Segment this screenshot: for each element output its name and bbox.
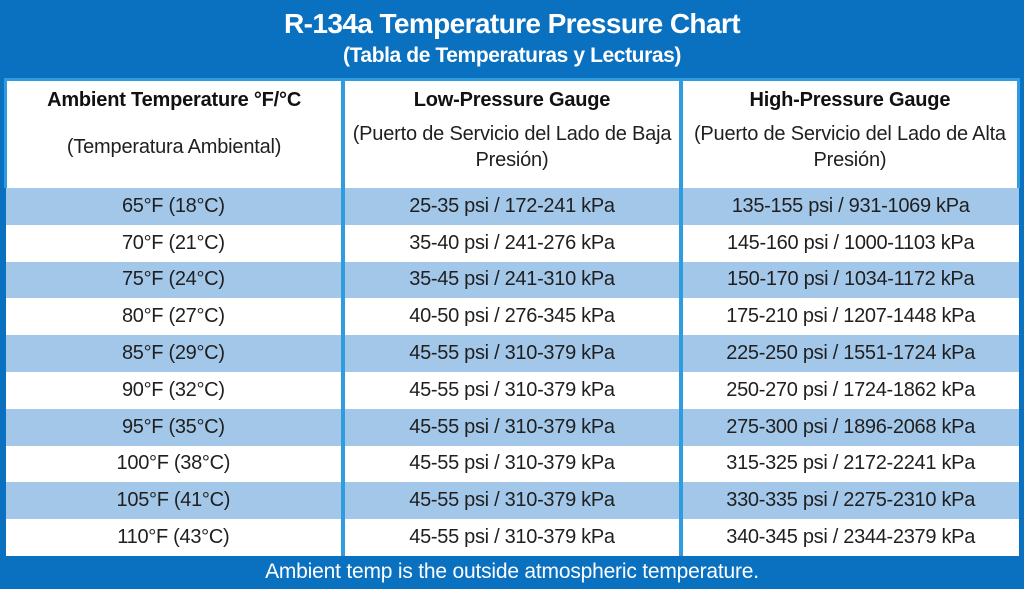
low-pressure-cell: 45-55 psi / 310-379 kPa xyxy=(341,335,681,372)
high-pressure-cell: 275-300 psi / 1896-2068 kPa xyxy=(678,408,1019,446)
high-pressure-cell: 340-345 psi / 2344-2379 kPa xyxy=(678,519,1019,556)
high-pressure-cell: 135-155 psi / 931-1069 kPa xyxy=(678,188,1019,225)
title-block: R-134a Temperature Pressure Chart (Tabla… xyxy=(0,0,1024,78)
footer-note: Ambient temp is the outside atmospheric … xyxy=(265,560,759,584)
header-cell-inner: High-Pressure Gauge (Puerto de Servicio … xyxy=(683,81,1017,188)
ambient-temp-cell: 80°F (27°C) xyxy=(5,298,344,336)
ambient-temp-cell: 75°F (24°C) xyxy=(5,261,344,299)
high-pressure-cell: 330-335 psi / 2275-2310 kPa xyxy=(678,482,1019,520)
column-header-ambient-temperature: Ambient Temperature °F/°C (Temperatura A… xyxy=(4,78,345,188)
pressure-table: Ambient Temperature °F/°C (Temperatura A… xyxy=(4,78,1020,556)
ambient-temp-cell: 65°F (18°C) xyxy=(5,188,344,225)
ambient-temp-cell: 70°F (21°C) xyxy=(5,224,344,262)
ambient-temp-cell: 95°F (35°C) xyxy=(5,408,344,446)
ambient-temp-cell: 105°F (41°C) xyxy=(5,482,344,520)
column-subtitle-es: (Puerto de Servicio del Lado de Baja Pre… xyxy=(352,123,672,171)
table-row: 85°F (29°C) 45-55 psi / 310-379 kPa 225-25… xyxy=(5,335,1019,372)
header-cell-inner: Low-Pressure Gauge (Puerto de Servicio d… xyxy=(345,81,679,188)
high-pressure-cell: 150-170 psi / 1034-1172 kPa xyxy=(678,261,1019,299)
column-title: Ambient Temperature °F/°C xyxy=(47,89,302,111)
low-pressure-cell: 45-55 psi / 310-379 kPa xyxy=(341,482,681,520)
table-row: 70°F (21°C) 35-40 psi / 241-276 kPa 145-16… xyxy=(5,224,1019,262)
high-pressure-cell: 225-250 psi / 1551-1724 kPa xyxy=(678,335,1019,372)
low-pressure-cell: 45-55 psi / 310-379 kPa xyxy=(341,371,681,409)
table-row: 105°F (41°C) 45-55 psi / 310-379 kPa 330-3… xyxy=(5,482,1019,520)
low-pressure-cell: 25-35 psi / 172-241 kPa xyxy=(341,188,681,225)
column-title: High-Pressure Gauge xyxy=(749,89,951,111)
table-row: 100°F (38°C) 45-55 psi / 310-379 kPa 315-3… xyxy=(5,445,1019,483)
high-pressure-cell: 250-270 psi / 1724-1862 kPa xyxy=(678,371,1019,409)
low-pressure-cell: 35-40 psi / 241-276 kPa xyxy=(341,224,681,262)
ambient-temp-cell: 85°F (29°C) xyxy=(5,335,344,372)
ambient-temp-cell: 110°F (43°C) xyxy=(5,519,344,556)
page-subtitle: (Tabla de Temperaturas y Lecturas) xyxy=(342,43,682,67)
table-row: 110°F (43°C) 45-55 psi / 310-379 kPa 340-3… xyxy=(5,519,1019,556)
header-row: Ambient Temperature °F/°C (Temperatura A… xyxy=(4,78,1020,188)
pressure-table-wrap: Ambient Temperature °F/°C (Temperatura A… xyxy=(0,78,1024,556)
high-pressure-cell: 175-210 psi / 1207-1448 kPa xyxy=(678,298,1019,336)
column-header-high-pressure-gauge: High-Pressure Gauge (Puerto de Servicio … xyxy=(678,78,1020,188)
low-pressure-cell: 45-55 psi / 310-379 kPa xyxy=(341,445,681,483)
column-subtitle-es: (Temperatura Ambiental) xyxy=(66,136,282,158)
table-row: 90°F (32°C) 45-55 psi / 310-379 kPa 250-27… xyxy=(5,371,1019,409)
table-row: 80°F (27°C) 40-50 psi / 276-345 kPa 175-21… xyxy=(5,298,1019,336)
header-cell-inner: Ambient Temperature °F/°C (Temperatura A… xyxy=(7,81,341,188)
low-pressure-cell: 35-45 psi / 241-310 kPa xyxy=(341,261,681,299)
column-subtitle-es: (Puerto de Servicio del Lado de Alta Pre… xyxy=(693,123,1006,171)
table-row: 95°F (35°C) 45-55 psi / 310-379 kPa 275-30… xyxy=(5,408,1019,446)
pressure-table-body: 65°F (18°C) 25-35 psi / 172-241 kPa 135-15… xyxy=(5,188,1019,556)
ambient-temp-cell: 100°F (38°C) xyxy=(5,445,344,483)
low-pressure-cell: 45-55 psi / 310-379 kPa xyxy=(341,519,681,556)
table-row: 65°F (18°C) 25-35 psi / 172-241 kPa 135-15… xyxy=(5,188,1019,225)
page-title: R-134a Temperature Pressure Chart xyxy=(284,8,740,39)
high-pressure-cell: 145-160 psi / 1000-1103 kPa xyxy=(678,224,1019,262)
column-title: Low-Pressure Gauge xyxy=(413,89,611,111)
column-header-low-pressure-gauge: Low-Pressure Gauge (Puerto de Servicio d… xyxy=(341,78,683,188)
pressure-table-head: Ambient Temperature °F/°C (Temperatura A… xyxy=(4,78,1020,188)
low-pressure-cell: 45-55 psi / 310-379 kPa xyxy=(341,408,681,446)
table-row: 75°F (24°C) 35-45 psi / 241-310 kPa 150-17… xyxy=(5,261,1019,299)
high-pressure-cell: 315-325 psi / 2172-2241 kPa xyxy=(678,445,1019,483)
low-pressure-cell: 40-50 psi / 276-345 kPa xyxy=(341,298,681,336)
ambient-temp-cell: 90°F (32°C) xyxy=(5,371,344,409)
